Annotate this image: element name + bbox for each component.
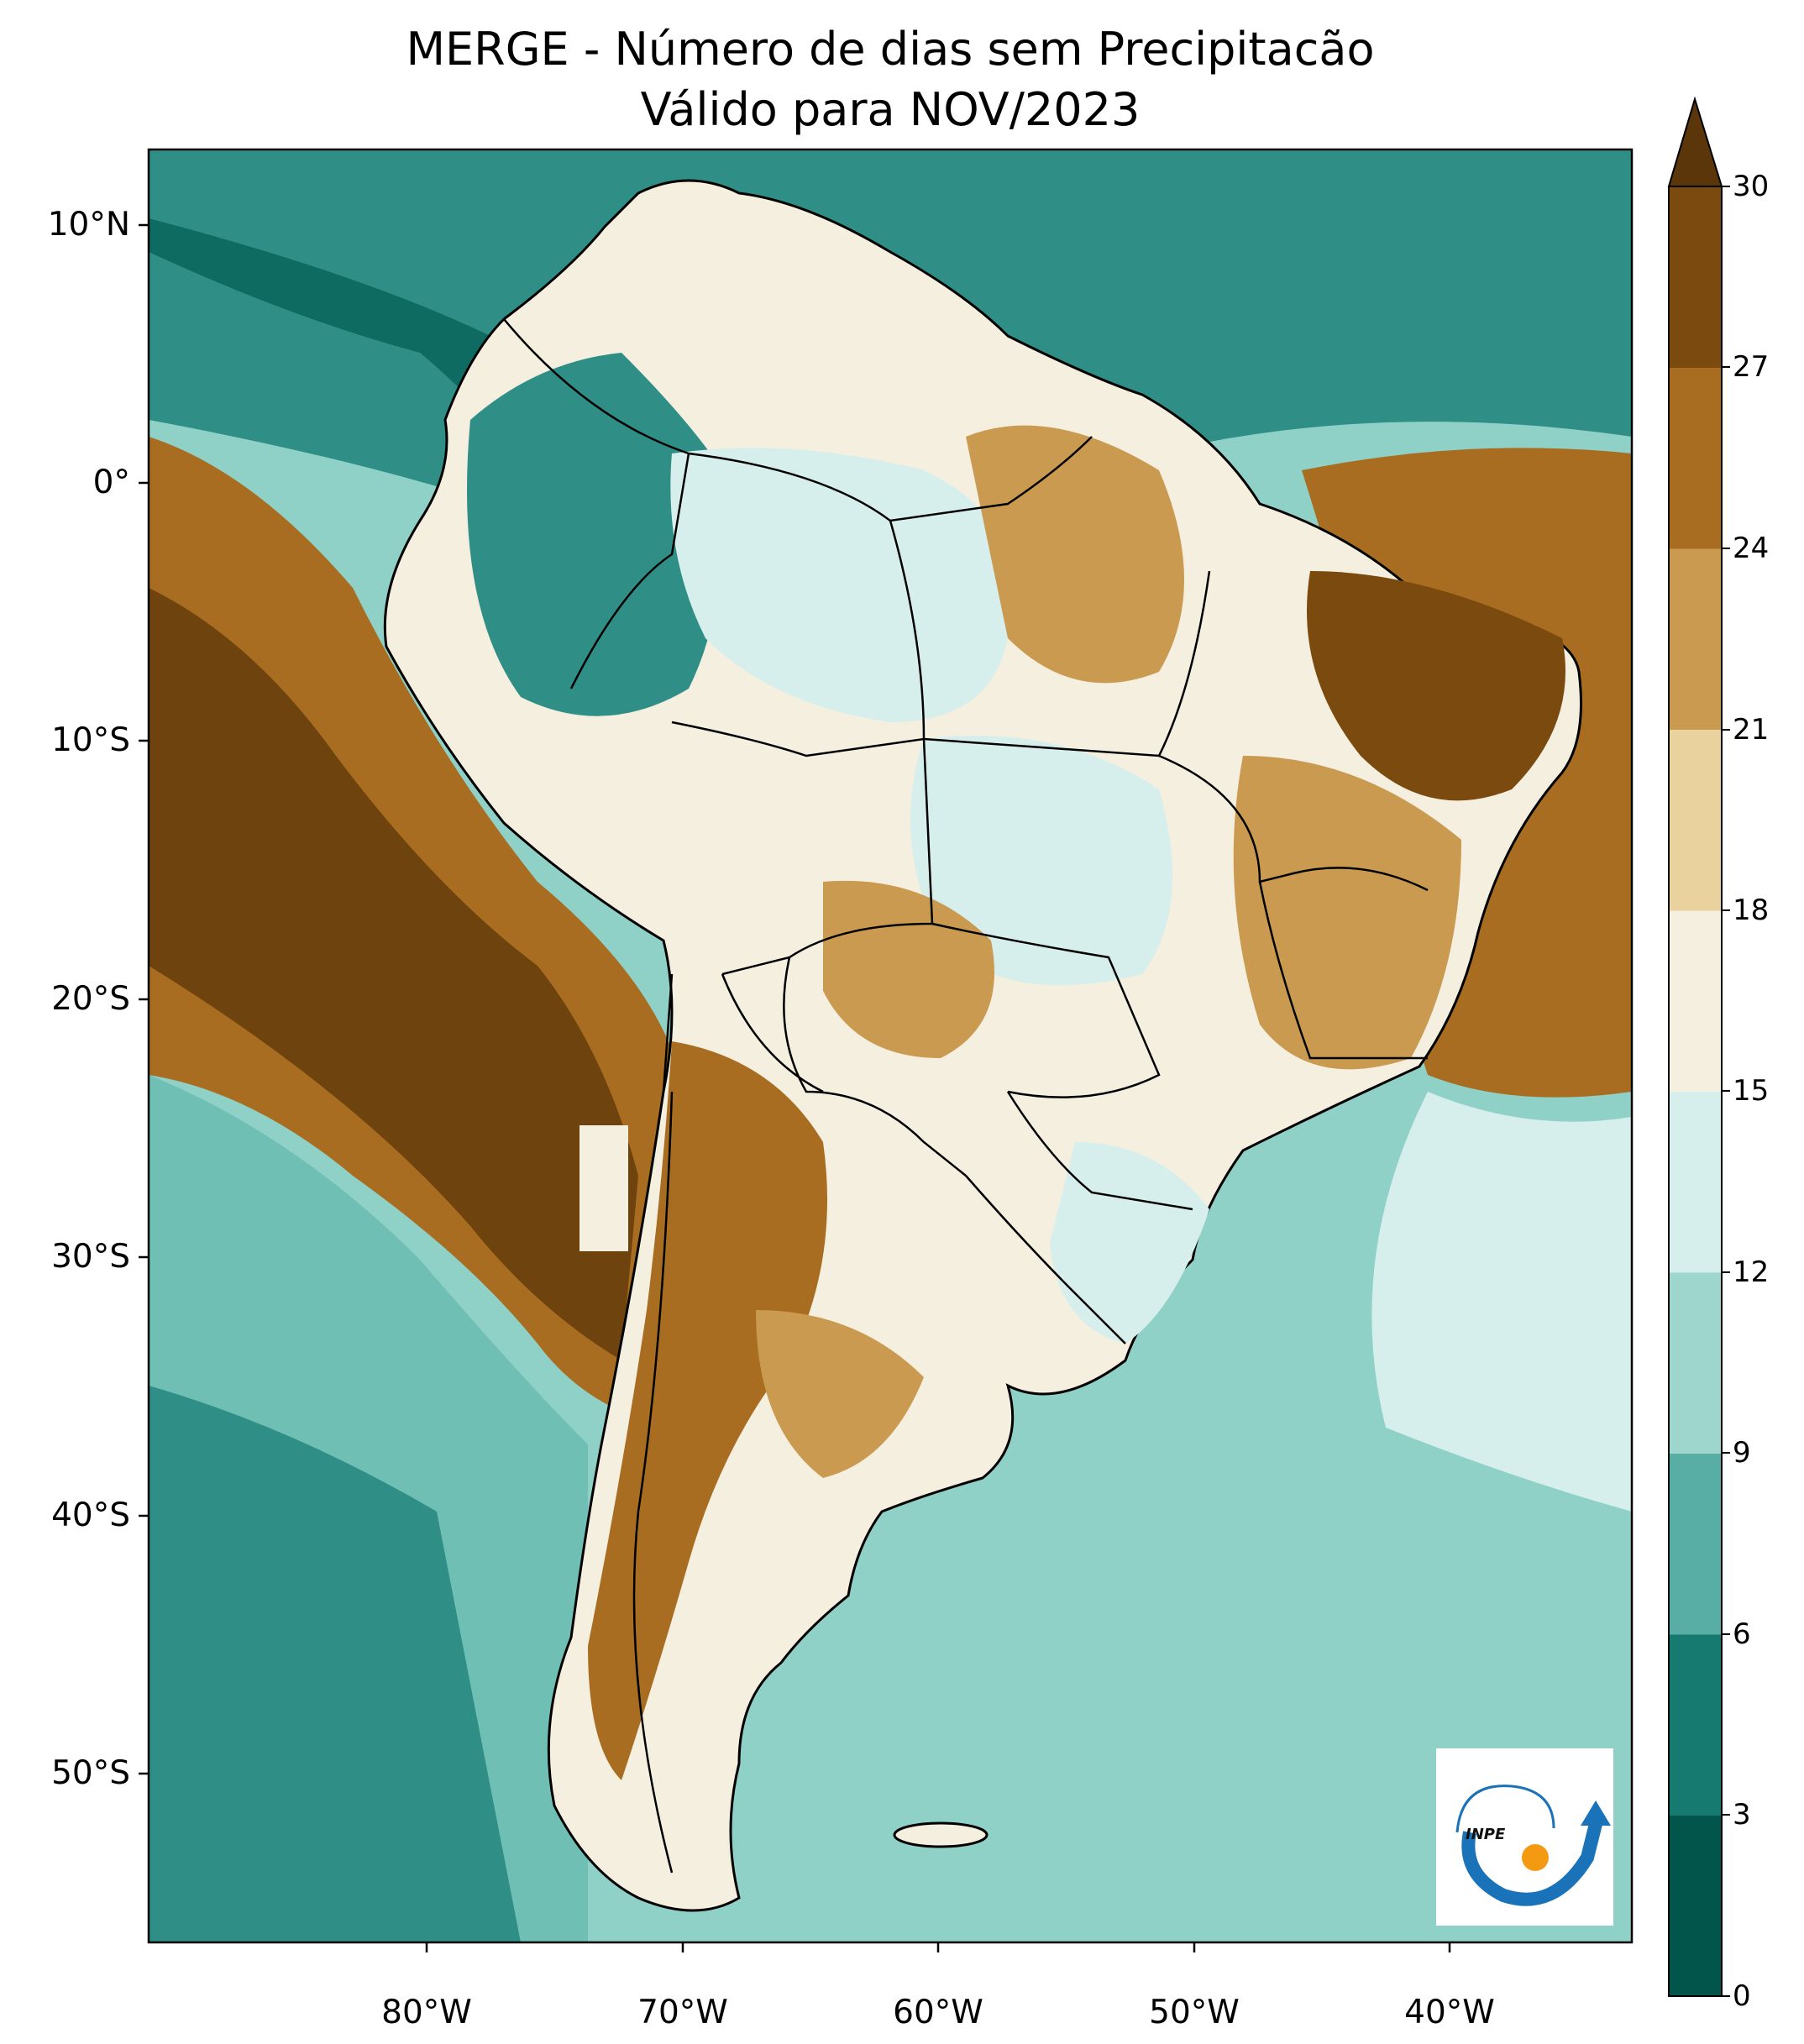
pacific-very-dry xyxy=(149,588,638,1360)
lat-label-20s: 20°S xyxy=(51,980,130,1018)
lat-label-10s: 10°S xyxy=(51,721,130,759)
colorbar-bin-8 xyxy=(1669,367,1722,549)
inpe-logo-text: INPE xyxy=(1466,1826,1506,1843)
lon-label-60w: 60°W xyxy=(893,1994,983,2031)
colorbar-label-18: 18 xyxy=(1733,894,1770,927)
south-atlantic-light xyxy=(1371,1092,1632,1512)
colorbar-bin-0 xyxy=(1669,1815,1722,1997)
colorbar-label-12: 12 xyxy=(1733,1255,1770,1289)
colorbar-bin-9 xyxy=(1669,186,1722,368)
colorbar-label-27: 27 xyxy=(1733,350,1770,384)
colorbar xyxy=(1669,186,1722,1997)
caribbean-very-wet xyxy=(149,218,605,521)
south-pacific-very-wet xyxy=(149,1386,521,1942)
colorbar-bin-4 xyxy=(1669,1091,1722,1273)
colorbar-label-0: 0 xyxy=(1733,1979,1751,2013)
precipitation-field xyxy=(149,149,1632,1942)
lat-label-10n: 10°N xyxy=(47,206,130,244)
colorbar-extend-arrow xyxy=(1667,96,1723,187)
inpe-logo: INPE xyxy=(1436,1748,1613,1926)
lat-tick-marks xyxy=(139,223,149,1775)
andes-dry-strip xyxy=(588,1041,827,1780)
map-frame xyxy=(147,148,1634,1944)
east-brazil-dry xyxy=(1233,756,1461,1070)
lon-label-80w: 80°W xyxy=(381,1994,472,2031)
central-brazil xyxy=(910,736,1172,986)
colorbar-label-15: 15 xyxy=(1733,1074,1770,1108)
political-borders xyxy=(503,318,1429,1874)
mato-grosso-dry xyxy=(823,880,994,1058)
colorbar-label-6: 6 xyxy=(1733,1617,1751,1651)
northeast-very-dry xyxy=(1307,571,1565,801)
pampas-dry xyxy=(756,1310,924,1478)
no-data-patch xyxy=(579,1125,628,1251)
map-title: MERGE - Número de dias sem Precipitacão xyxy=(406,23,1375,76)
lon-label-50w: 50°W xyxy=(1149,1994,1240,2031)
inpe-logo-icon xyxy=(1455,1785,1611,1906)
lat-label-40s: 40°S xyxy=(51,1496,130,1534)
lat-label-50s: 50°S xyxy=(51,1754,130,1792)
colorbar-label-9: 9 xyxy=(1733,1436,1751,1470)
colorbar-ticks xyxy=(1722,186,1730,1997)
colorbar-label-24: 24 xyxy=(1733,532,1770,565)
falkland-islands xyxy=(893,1821,989,1848)
colorbar-bin-1 xyxy=(1669,1634,1722,1816)
lon-tick-marks xyxy=(425,1942,1451,1952)
lat-label-0: 0° xyxy=(92,464,130,501)
amazon-northwest-wet xyxy=(467,353,724,716)
colorbar-label-30: 30 xyxy=(1733,170,1770,203)
colorbar-bin-6 xyxy=(1669,729,1722,911)
lon-label-40w: 40°W xyxy=(1404,1994,1495,2031)
colorbar-bin-2 xyxy=(1669,1453,1722,1635)
para-dry xyxy=(966,425,1184,684)
south-brazil-light xyxy=(1050,1142,1209,1344)
lat-label-30s: 30°S xyxy=(51,1238,130,1276)
colorbar-label-3: 3 xyxy=(1733,1798,1751,1832)
colorbar-label-21: 21 xyxy=(1733,713,1770,747)
colorbar-bin-3 xyxy=(1669,1272,1722,1454)
map-subtitle: Válido para NOV/2023 xyxy=(640,83,1141,136)
lon-label-70w: 70°W xyxy=(637,1994,728,2031)
colorbar-bin-7 xyxy=(1669,548,1722,730)
colorbar-bin-5 xyxy=(1669,910,1722,1092)
